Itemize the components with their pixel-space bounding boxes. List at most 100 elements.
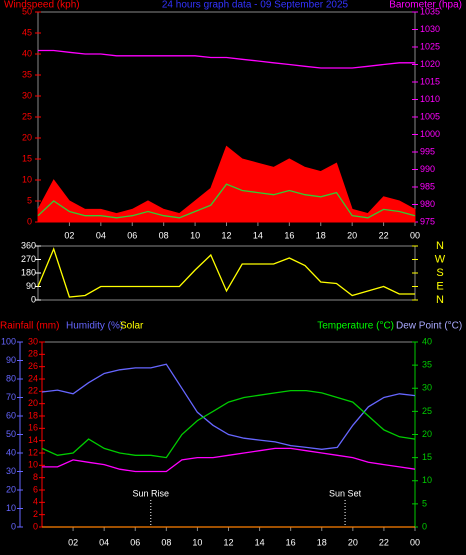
y-tick-label: 70	[6, 392, 16, 402]
x-tick-label: 16	[286, 537, 296, 547]
y-tick-label: 180	[21, 267, 36, 277]
axis-title: Barometer (hpa)	[389, 0, 462, 11]
y2-tick-label: E	[436, 280, 443, 292]
y2-tick-label: N	[436, 294, 444, 306]
y3-tick-label: 10	[28, 460, 38, 470]
x-tick-label: 18	[316, 230, 326, 240]
y-tick-label: 40	[6, 447, 16, 457]
series-line	[37, 183, 416, 219]
x-tick-label: 04	[99, 537, 109, 547]
y-tick-label: 10	[22, 174, 32, 184]
y2-tick-label: 990	[420, 164, 435, 174]
y3-tick-label: 16	[28, 423, 38, 433]
y-tick-label: 270	[21, 254, 36, 264]
y2-tick-label: 1025	[420, 41, 440, 51]
y3-tick-label: 24	[28, 373, 38, 383]
axis-title: Humidity (%)	[66, 321, 123, 332]
y-tick-label: 0	[27, 216, 32, 226]
y-tick-label: 60	[6, 410, 16, 420]
y3-tick-label: 26	[28, 361, 38, 371]
x-tick-label: 22	[379, 230, 389, 240]
y-tick-label: 90	[6, 355, 16, 365]
y-tick-label: 20	[22, 132, 32, 142]
y-tick-label: 90	[26, 281, 36, 291]
y2-tick-label: 985	[420, 181, 435, 191]
series-line	[38, 49, 415, 69]
y-tick-label: 0	[31, 294, 36, 304]
y3-tick-label: 0	[33, 521, 38, 531]
series-line	[41, 363, 416, 450]
series-line	[42, 447, 416, 473]
y3-tick-label: 14	[28, 435, 38, 445]
annotation: Sun Rise	[133, 488, 170, 498]
x-tick-label: 14	[253, 230, 263, 240]
y-tick-label: 30	[22, 90, 32, 100]
x-tick-label: 02	[64, 230, 74, 240]
series-line	[37, 247, 415, 298]
x-tick-label: 22	[379, 537, 389, 547]
x-tick-label: 06	[130, 537, 140, 547]
y3-tick-label: 2	[33, 509, 38, 519]
y2-tick-label: 1015	[420, 76, 440, 86]
y3-tick-label: 6	[33, 484, 38, 494]
x-tick-label: 10	[190, 230, 200, 240]
y2-tick-label: W	[435, 253, 446, 265]
y3-tick-label: 30	[28, 336, 38, 346]
y3-tick-label: 22	[28, 386, 38, 396]
x-tick-label: 12	[221, 230, 231, 240]
y2-tick-label: 15	[422, 452, 432, 462]
y-tick-label: 25	[22, 111, 32, 121]
y2-tick-label: N	[436, 240, 444, 252]
x-tick-label: 16	[284, 230, 294, 240]
x-tick-label: 12	[223, 537, 233, 547]
y2-tick-label: 980	[420, 199, 435, 209]
y3-tick-label: 18	[28, 410, 38, 420]
x-tick-label: 00	[410, 537, 420, 547]
y2-tick-label: 1000	[420, 129, 440, 139]
axis-title: Rainfall (mm)	[0, 321, 59, 332]
y3-tick-label: 8	[33, 472, 38, 482]
y-tick-label: 30	[6, 466, 16, 476]
y-tick-label: 0	[11, 521, 16, 531]
axis-title: Dew Point (°C)	[396, 321, 462, 332]
x-tick-label: 18	[317, 537, 327, 547]
y-tick-label: 40	[22, 48, 32, 58]
x-tick-label: 20	[348, 537, 358, 547]
y2-tick-label: 35	[422, 360, 432, 370]
y-tick-label: 50	[22, 6, 32, 16]
y-tick-label: 100	[1, 336, 16, 346]
y2-tick-label: 1030	[420, 24, 440, 34]
y-tick-label: 15	[22, 153, 32, 163]
y2-tick-label: 30	[422, 383, 432, 393]
x-tick-label: 14	[255, 537, 265, 547]
y-tick-label: 50	[6, 429, 16, 439]
y2-tick-label: 25	[422, 406, 432, 416]
x-tick-label: 02	[68, 537, 78, 547]
axis-title: Solar	[120, 321, 144, 332]
y2-tick-label: S	[436, 267, 443, 279]
y2-tick-label: 10	[422, 475, 432, 485]
x-tick-label: 20	[347, 230, 357, 240]
y-tick-label: 10	[6, 503, 16, 513]
y-tick-label: 80	[6, 373, 16, 383]
x-tick-label: 08	[159, 230, 169, 240]
y2-tick-label: 0	[422, 521, 427, 531]
y-tick-label: 20	[6, 484, 16, 494]
y-tick-label: 360	[21, 240, 36, 250]
annotation: Sun Set	[329, 488, 362, 498]
y2-tick-label: 5	[422, 498, 427, 508]
y3-tick-label: 12	[28, 447, 38, 457]
x-tick-label: 08	[161, 537, 171, 547]
axis-title: Temperature (°C)	[317, 321, 394, 332]
x-tick-label: 00	[410, 230, 420, 240]
x-tick-label: 10	[192, 537, 202, 547]
y2-tick-label: 40	[422, 336, 432, 346]
y2-tick-label: 20	[422, 429, 432, 439]
y-tick-label: 5	[27, 195, 32, 205]
x-tick-label: 04	[96, 230, 106, 240]
y2-tick-label: 1010	[420, 94, 440, 104]
axis-title: Windspeed (kph)	[4, 0, 80, 11]
y2-tick-label: 1005	[420, 111, 440, 121]
y3-tick-label: 28	[28, 349, 38, 359]
